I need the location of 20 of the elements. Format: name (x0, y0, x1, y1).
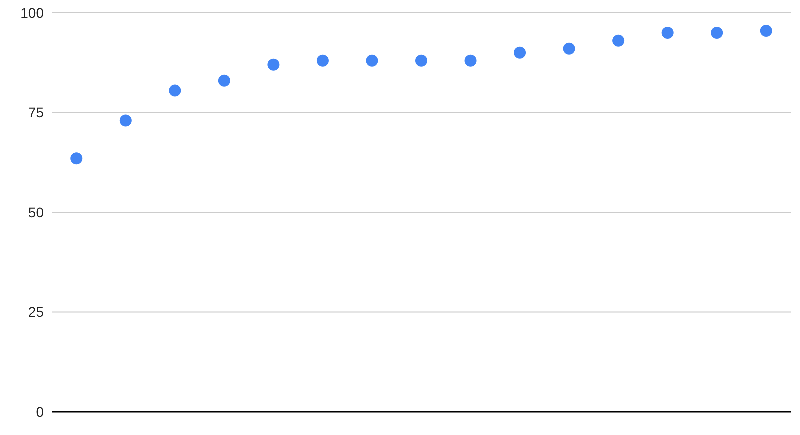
point (514, 46, 526, 59)
point (612, 34, 625, 47)
point (366, 54, 378, 67)
y-tick-label: 75 (28, 104, 44, 121)
point (316, 54, 329, 67)
y-tick-label: 0 (36, 404, 44, 420)
y-tick-label: 25 (28, 304, 44, 320)
point (268, 58, 280, 71)
point (169, 84, 182, 97)
point (760, 24, 772, 37)
point (416, 54, 428, 67)
y-tick-label: 50 (28, 204, 44, 220)
point (218, 74, 230, 87)
point (563, 42, 576, 55)
point (662, 26, 674, 39)
point (711, 26, 724, 39)
point (70, 152, 83, 165)
point (120, 114, 132, 127)
y-tick-label: 100 (20, 4, 44, 21)
point (464, 54, 477, 67)
